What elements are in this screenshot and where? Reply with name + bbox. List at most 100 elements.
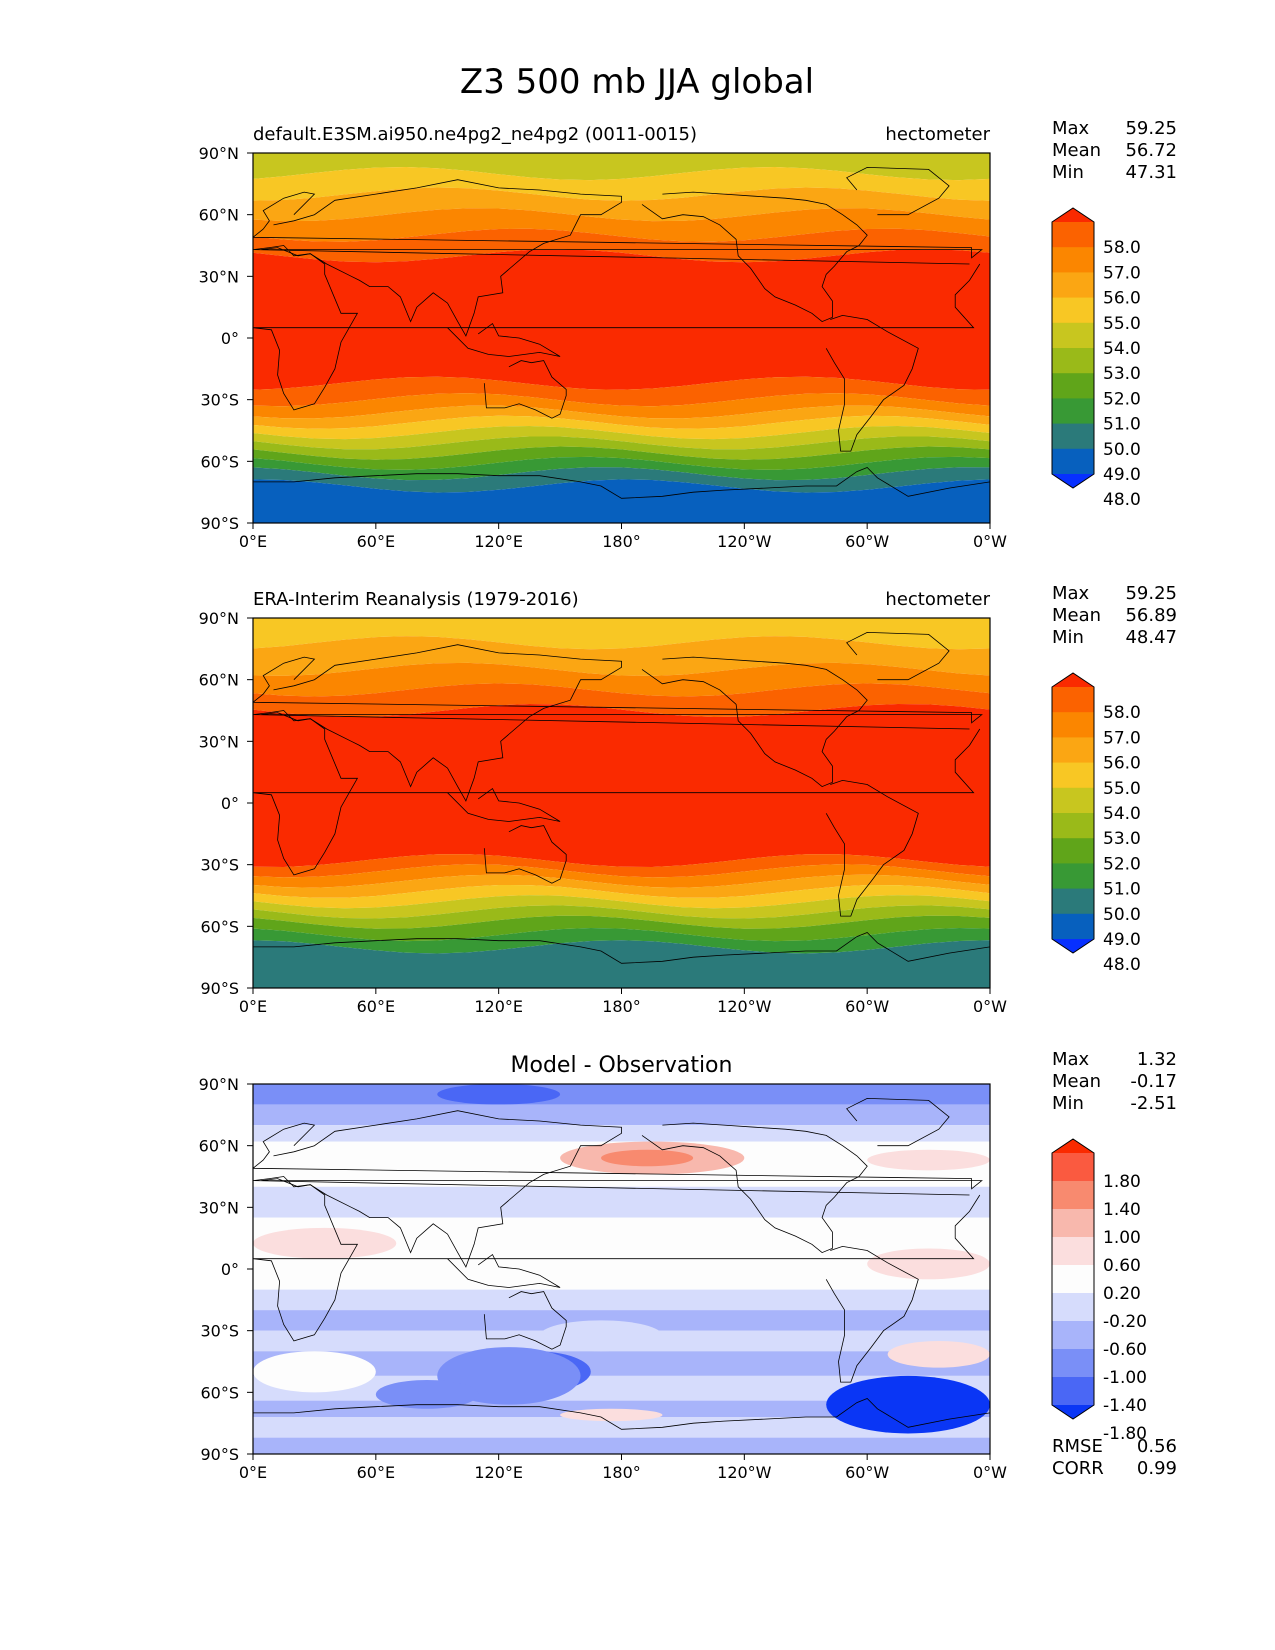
contour-band [253, 940, 990, 988]
contour-band [253, 415, 990, 440]
coastline [447, 323, 561, 357]
colorbar-label: 51.0 [1103, 880, 1141, 900]
y-tick-label: 90°S [200, 1445, 239, 1464]
x-tick-label: 0°E [239, 532, 267, 551]
colorbar-extend-max [1052, 673, 1094, 687]
coastline [641, 656, 868, 788]
colorbar-label: 56.0 [1103, 289, 1141, 309]
anomaly-region [253, 1351, 376, 1393]
colorbar-label: 55.0 [1103, 779, 1141, 799]
contour-band [253, 228, 990, 263]
colorbar-label: 1.40 [1103, 1200, 1141, 1220]
colorbar-segment [1052, 1321, 1094, 1350]
metric-value: 0.99 [1137, 1458, 1177, 1479]
x-tick-label: 60°E [357, 997, 395, 1016]
y-tick-label: 90°S [200, 979, 239, 998]
coastline [253, 245, 981, 411]
coastline [253, 179, 983, 337]
coastline [253, 1176, 981, 1342]
x-tick-label: 180° [602, 997, 641, 1016]
colorbar-label: 0.60 [1103, 1256, 1141, 1276]
contour-band [253, 436, 990, 460]
y-tick-label: 60°S [200, 917, 239, 936]
coastline [253, 710, 981, 876]
colorbar-segment [1052, 373, 1094, 399]
contour-band [253, 928, 990, 954]
y-tick-label: 30°S [200, 391, 239, 410]
stat-value: 56.89 [1125, 605, 1177, 626]
colorbar-label: 49.0 [1103, 465, 1141, 485]
stat-value: 47.31 [1125, 162, 1177, 183]
coastline [846, 166, 950, 216]
x-tick-label: 120°W [717, 1463, 772, 1482]
colorbar-label: -1.80 [1103, 1424, 1147, 1444]
y-tick-label: 90°N [199, 1075, 239, 1094]
colorbar-outline [1051, 672, 1095, 954]
coastline [825, 1245, 919, 1383]
colorbar-extend-max [1052, 208, 1094, 222]
colorbar-segment [1052, 888, 1094, 915]
colorbar-label: -1.00 [1103, 1368, 1147, 1388]
stat-value: -2.51 [1130, 1093, 1177, 1114]
contour-band [253, 446, 990, 470]
colorbar-label: 1.00 [1103, 1228, 1141, 1248]
colorbar-segment [1052, 1181, 1094, 1210]
contour-band [253, 249, 990, 390]
contour-band [253, 479, 990, 523]
colorbar-label: 48.0 [1103, 490, 1141, 510]
colorbar-label: 58.0 [1103, 703, 1141, 723]
stat-label: Mean [1052, 1071, 1101, 1092]
colorbar-segment [1052, 838, 1094, 864]
y-tick-label: 60°N [199, 1137, 239, 1156]
x-tick-label: 0°W [973, 532, 1007, 551]
x-tick-label: 60°E [357, 1463, 395, 1482]
y-tick-label: 90°N [199, 609, 239, 628]
panel-model: 0°E 60°E 120°E 180° 120°W 60°W 0°W 90°N 60°N 30°N… [199, 118, 1177, 551]
contour-band [253, 376, 990, 407]
contour-band [253, 1186, 990, 1218]
colorbar-label: 48.0 [1103, 955, 1141, 975]
coastline [483, 1291, 567, 1350]
y-tick-label: 60°N [199, 671, 239, 690]
metric-label: CORR [1052, 1458, 1104, 1479]
coastline [253, 467, 990, 499]
colorbar-label: 54.0 [1103, 339, 1141, 359]
contour-band [253, 704, 990, 867]
y-tick-label: 30°N [199, 732, 239, 751]
contour-band [253, 1351, 990, 1376]
x-tick-label: 60°E [357, 532, 395, 551]
coastline [253, 1398, 990, 1430]
panel-title-left: ERA-Interim Reanalysis (1979-2016) [253, 589, 579, 610]
figure-title: Z3 500 mb JJA global [460, 62, 814, 102]
contour-band [253, 1084, 990, 1105]
contour-band [253, 1289, 990, 1311]
metric-value: 0.56 [1137, 1436, 1177, 1457]
map-field [253, 1084, 990, 1454]
colorbar-segment [1052, 272, 1094, 299]
colorbar-outline [1051, 207, 1095, 489]
coastline [483, 360, 567, 419]
colorbar-label: 53.0 [1103, 829, 1141, 849]
stat-label: Min [1052, 162, 1084, 183]
contour-band [253, 456, 990, 481]
colorbar-segment [1052, 863, 1094, 890]
coastline [447, 788, 561, 822]
colorbar-label: 52.0 [1103, 389, 1141, 409]
y-tick-label: 60°S [200, 1383, 239, 1402]
contour-band [253, 1104, 990, 1126]
panel-title-left: default.E3SM.ai950.ne4pg2_ne4pg2 (0011-0… [253, 124, 697, 145]
y-tick-label: 60°N [199, 206, 239, 225]
panel-difference: 0°E 60°E 120°E 180° 120°W 60°W 0°W 90°N 60°N 30°N… [199, 1049, 1177, 1482]
colorbar-segment [1052, 1237, 1094, 1266]
colorbar-segment [1052, 1153, 1094, 1182]
anomaly-region [253, 1227, 397, 1259]
colorbar-segment [1052, 297, 1094, 324]
panel-units: hectometer [885, 124, 990, 145]
colorbar-segment [1052, 1209, 1094, 1238]
x-tick-label: 120°W [717, 532, 772, 551]
colorbar-segment [1052, 398, 1094, 425]
anomaly-region [867, 1149, 990, 1171]
colorbar-segment [1052, 1377, 1094, 1406]
map-field [253, 153, 990, 523]
